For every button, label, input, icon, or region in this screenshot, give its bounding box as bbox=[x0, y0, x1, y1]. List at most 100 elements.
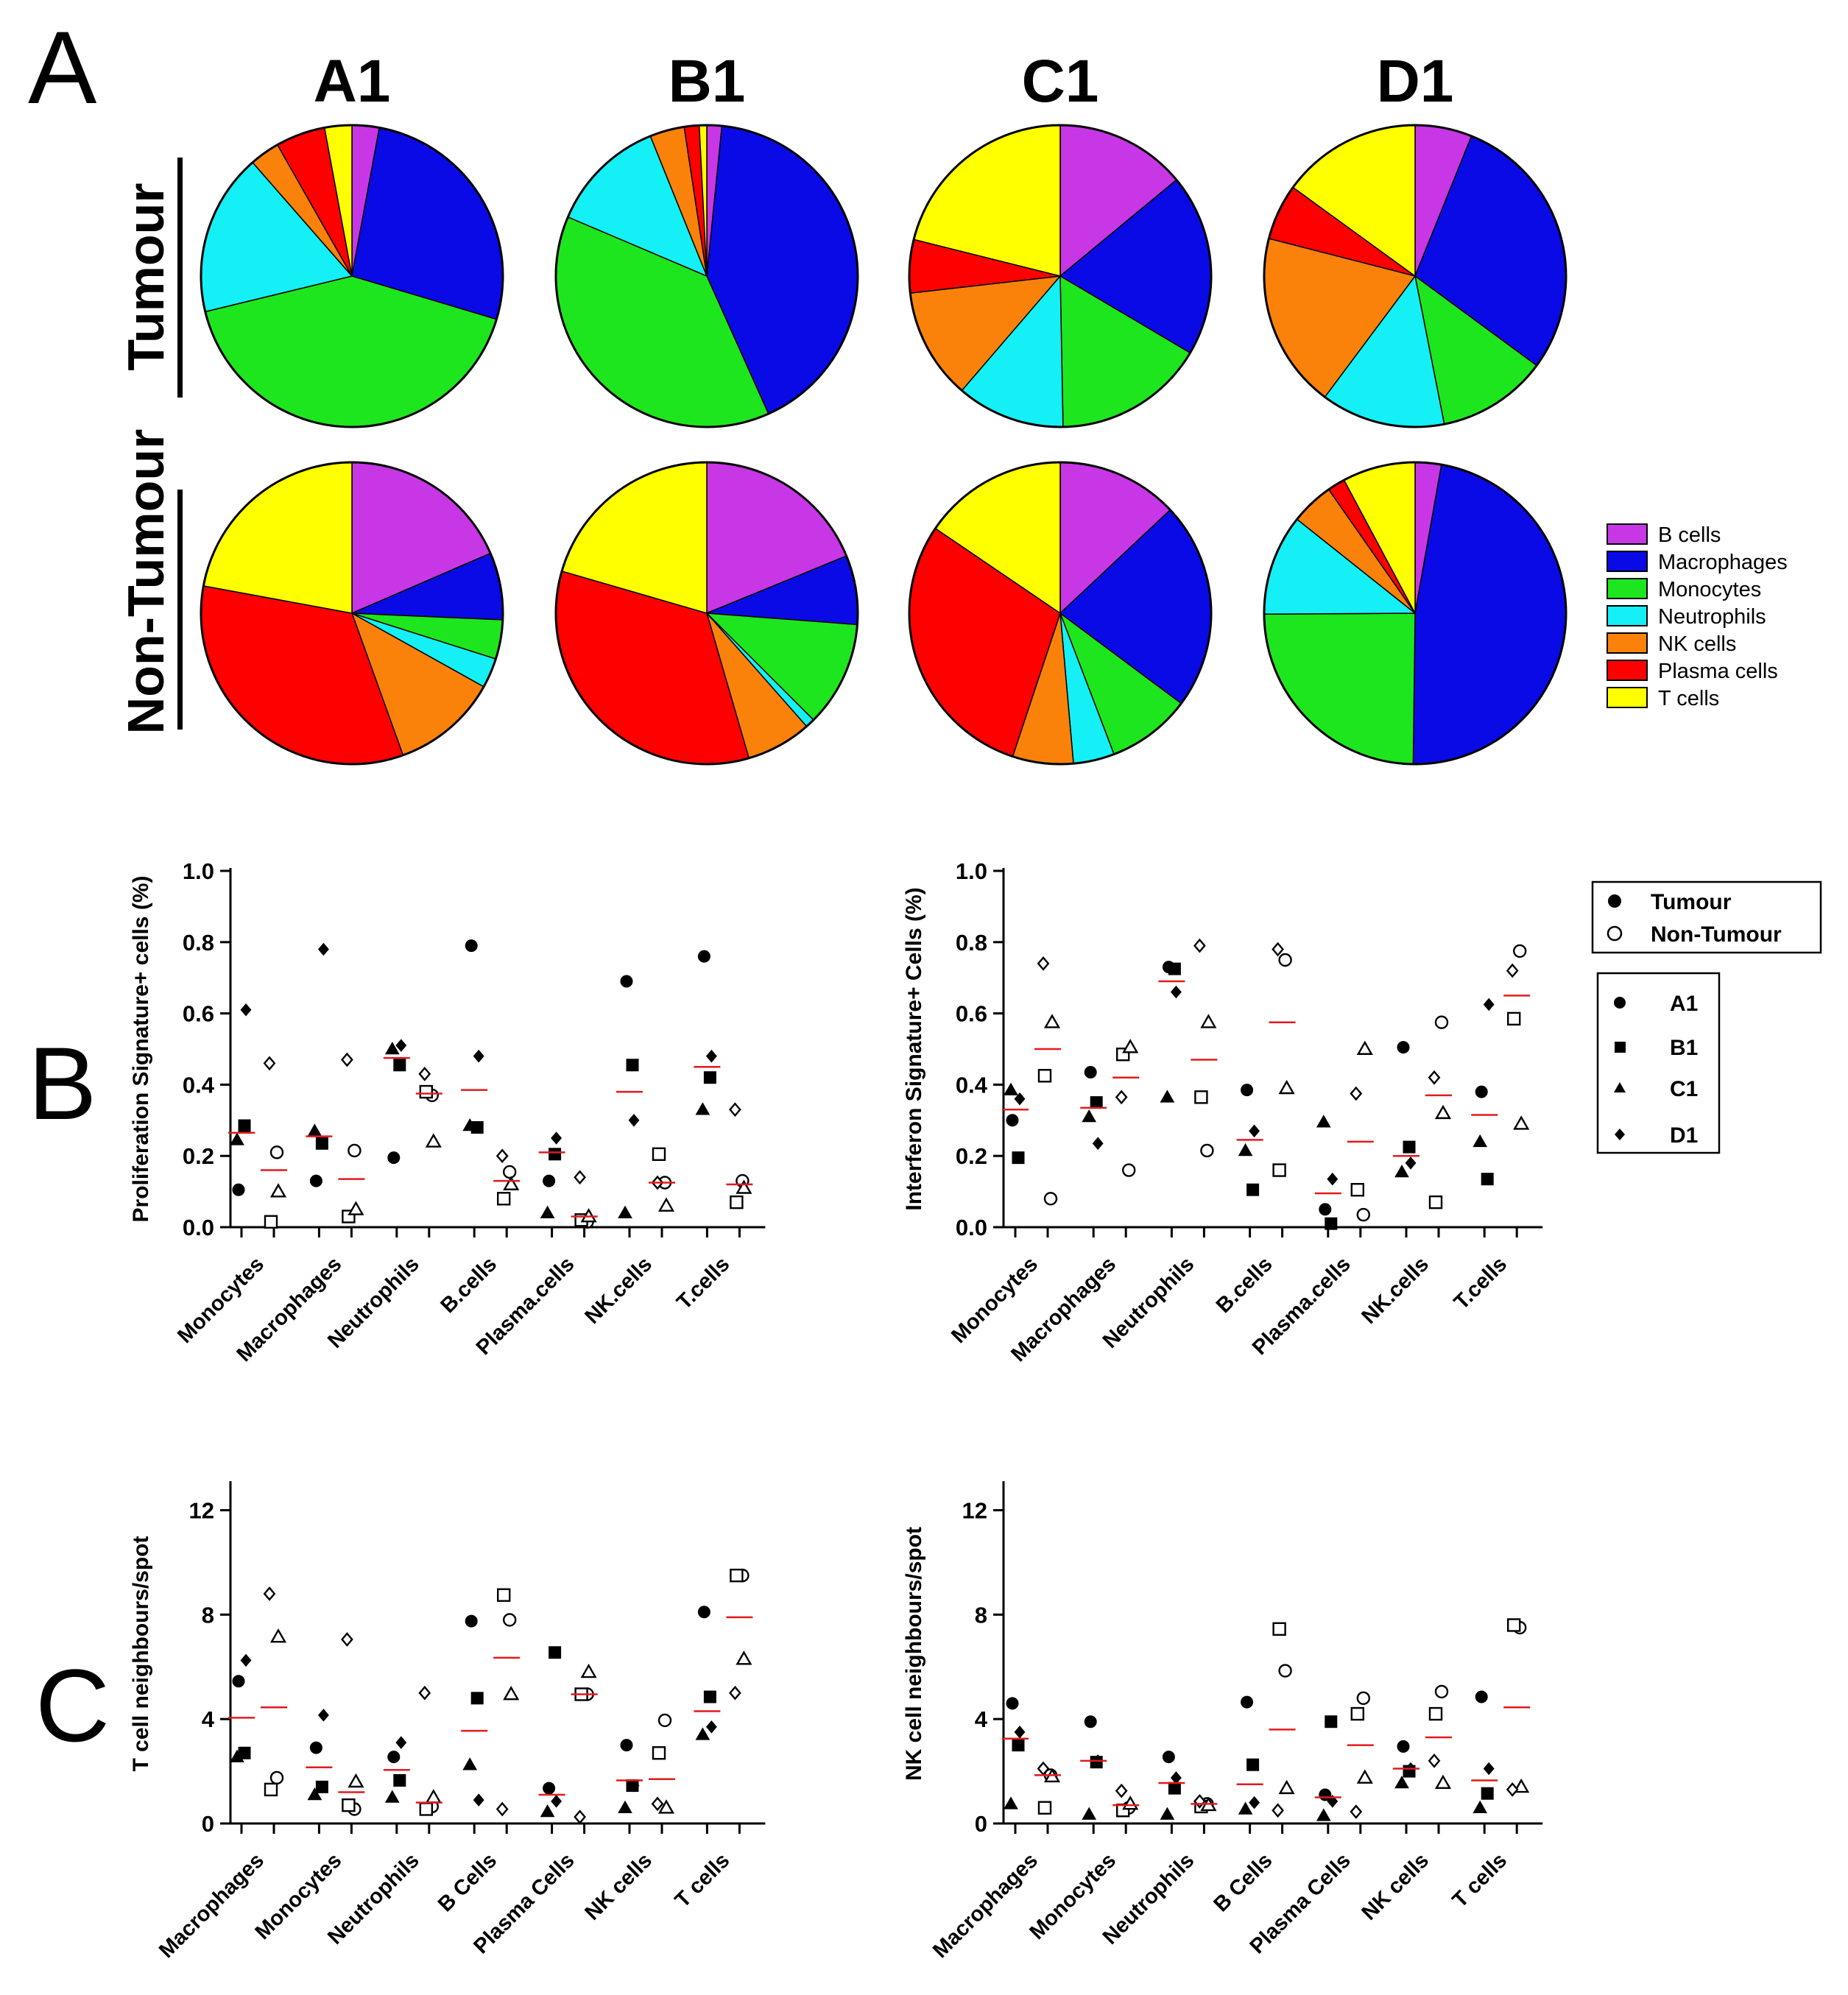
pie-nontumour-a1 bbox=[200, 461, 504, 766]
point-tumour-d1 bbox=[705, 1720, 717, 1734]
y-tick-label: 12 bbox=[189, 1497, 214, 1523]
y-tick-label: 0.0 bbox=[183, 1215, 214, 1240]
point-tumour-d1 bbox=[1092, 1137, 1104, 1151]
category-label-nk-cells: NK cells bbox=[580, 1849, 657, 1925]
point-nontumour-b1 bbox=[1037, 1069, 1052, 1083]
tissue-legend-nontumour-marker bbox=[1607, 925, 1623, 942]
y-axis-title: Proliferation Signature+ cells (%) bbox=[129, 876, 153, 1223]
point-nontumour-d1 bbox=[263, 1056, 276, 1071]
y-tick-label: 0 bbox=[975, 1811, 987, 1837]
pie-legend: B cells Macrophages Monocytes Neutrophil… bbox=[1607, 523, 1788, 710]
point-tumour-b1 bbox=[393, 1773, 406, 1787]
legend-label-nk-cells: NK cells bbox=[1658, 632, 1736, 656]
point-nontumour-b1 bbox=[497, 1588, 511, 1602]
point-nontumour-d1 bbox=[1428, 1754, 1441, 1768]
point-nontumour-c1 bbox=[657, 1799, 675, 1814]
point-tumour-c1 bbox=[1394, 1776, 1409, 1789]
point-nontumour-c1 bbox=[269, 1183, 287, 1198]
point-nontumour-c1 bbox=[736, 1650, 752, 1665]
point-nontumour-b1 bbox=[419, 1802, 433, 1816]
point-tumour-d1 bbox=[1483, 1762, 1495, 1776]
point-nontumour-b1 bbox=[1350, 1182, 1365, 1197]
point-tumour-a1 bbox=[620, 975, 633, 988]
point-tumour-c1 bbox=[462, 1757, 478, 1770]
legend-label-t-cells: T cells bbox=[1658, 687, 1719, 710]
legend-swatch-macrophages bbox=[1607, 551, 1648, 572]
point-tumour-b1 bbox=[1090, 1096, 1103, 1109]
point-nontumour-a1 bbox=[657, 1713, 672, 1728]
point-tumour-a1 bbox=[1006, 1697, 1019, 1710]
point-nontumour-b1 bbox=[730, 1195, 744, 1210]
pie-col-title-b1: B1 bbox=[669, 48, 746, 115]
point-tumour-c1 bbox=[384, 1041, 400, 1055]
category-label-nk-cells: NK.cells bbox=[1357, 1252, 1433, 1329]
point-nontumour-c1 bbox=[503, 1686, 520, 1701]
category-label-nk-cells: NK cells bbox=[1357, 1849, 1433, 1925]
legend-label-monocytes: Monocytes bbox=[1658, 578, 1761, 601]
point-nontumour-c1 bbox=[1200, 1014, 1217, 1028]
pie-outline bbox=[908, 461, 1213, 766]
tissue-legend-box bbox=[1591, 880, 1822, 954]
point-tumour-b1 bbox=[1325, 1715, 1338, 1729]
panel-letter-a: A bbox=[28, 10, 97, 125]
pie-slice-macrophages bbox=[1412, 464, 1567, 765]
pie-outline bbox=[908, 124, 1213, 428]
sample-legend-box bbox=[1596, 972, 1721, 1154]
point-tumour-d1 bbox=[628, 1779, 640, 1793]
legend-label-plasma-cells: Plasma cells bbox=[1658, 660, 1778, 683]
point-nontumour-c1 bbox=[503, 1176, 520, 1190]
point-tumour-d1 bbox=[1014, 1092, 1026, 1106]
point-tumour-b1 bbox=[1012, 1739, 1025, 1752]
point-tumour-a1 bbox=[1084, 1715, 1097, 1729]
point-tumour-d1 bbox=[1483, 998, 1495, 1011]
point-tumour-d1 bbox=[240, 1003, 252, 1017]
point-tumour-a1 bbox=[1397, 1041, 1410, 1054]
point-tumour-b1 bbox=[549, 1646, 562, 1659]
point-tumour-b1 bbox=[1012, 1151, 1025, 1165]
point-nontumour-b1 bbox=[1428, 1706, 1443, 1721]
y-axis-title: NK cell neighbours/spot bbox=[902, 1527, 926, 1781]
point-tumour-b1 bbox=[626, 1059, 639, 1072]
point-tumour-c1 bbox=[1238, 1143, 1253, 1157]
point-nontumour-c1 bbox=[1513, 1115, 1530, 1130]
pie-outline bbox=[554, 461, 859, 766]
legend-swatch-plasma-cells bbox=[1607, 660, 1648, 681]
y-tick-label: 4 bbox=[975, 1706, 988, 1732]
point-nontumour-d1 bbox=[1506, 1782, 1519, 1797]
point-nontumour-a1 bbox=[1278, 1664, 1292, 1678]
tissue-legend-tumour-label: Tumour bbox=[1651, 890, 1732, 914]
sample-legend-a1-marker bbox=[1614, 997, 1626, 1009]
sample-legend-b1-marker bbox=[1615, 1042, 1626, 1053]
point-tumour-b1 bbox=[238, 1119, 251, 1132]
point-tumour-a1 bbox=[1241, 1084, 1254, 1097]
y-tick-label: 0.6 bbox=[183, 1001, 214, 1027]
pie-nontumour-b1 bbox=[554, 461, 859, 766]
point-tumour-a1 bbox=[1475, 1085, 1488, 1098]
point-tumour-c1 bbox=[1316, 1115, 1331, 1128]
point-tumour-b1 bbox=[315, 1780, 328, 1793]
point-tumour-d1 bbox=[1405, 1157, 1417, 1170]
point-tumour-d1 bbox=[1327, 1795, 1339, 1808]
pie-row-bar-tumour bbox=[177, 158, 183, 398]
pie-row-label-tumour: Tumour bbox=[117, 183, 174, 370]
legend-label-macrophages: Macrophages bbox=[1658, 551, 1788, 574]
point-tumour-c1 bbox=[1004, 1796, 1018, 1809]
point-nontumour-d1 bbox=[1115, 1090, 1128, 1105]
point-tumour-d1 bbox=[473, 1049, 484, 1063]
y-tick-label: 8 bbox=[975, 1602, 987, 1628]
scatter-interferon: 0.0 0.2 0.4 0.6 0.8 1.0 Interferon Signature+ … bbox=[902, 858, 1543, 1366]
point-nontumour-d1 bbox=[1428, 1070, 1441, 1085]
y-axis-title: T cell neighbours/spot bbox=[129, 1536, 153, 1771]
point-nontumour-a1 bbox=[1434, 1684, 1449, 1699]
point-tumour-c1 bbox=[1394, 1164, 1409, 1178]
point-nontumour-d1 bbox=[418, 1685, 431, 1701]
point-nontumour-c1 bbox=[1434, 1104, 1452, 1120]
y-tick-label: 0.2 bbox=[956, 1143, 987, 1169]
point-nontumour-b1 bbox=[1194, 1090, 1208, 1104]
point-tumour-c1 bbox=[230, 1749, 244, 1762]
point-tumour-a1 bbox=[1241, 1695, 1254, 1709]
point-nontumour-d1 bbox=[729, 1102, 741, 1117]
y-tick-label: 0.6 bbox=[956, 1001, 987, 1027]
